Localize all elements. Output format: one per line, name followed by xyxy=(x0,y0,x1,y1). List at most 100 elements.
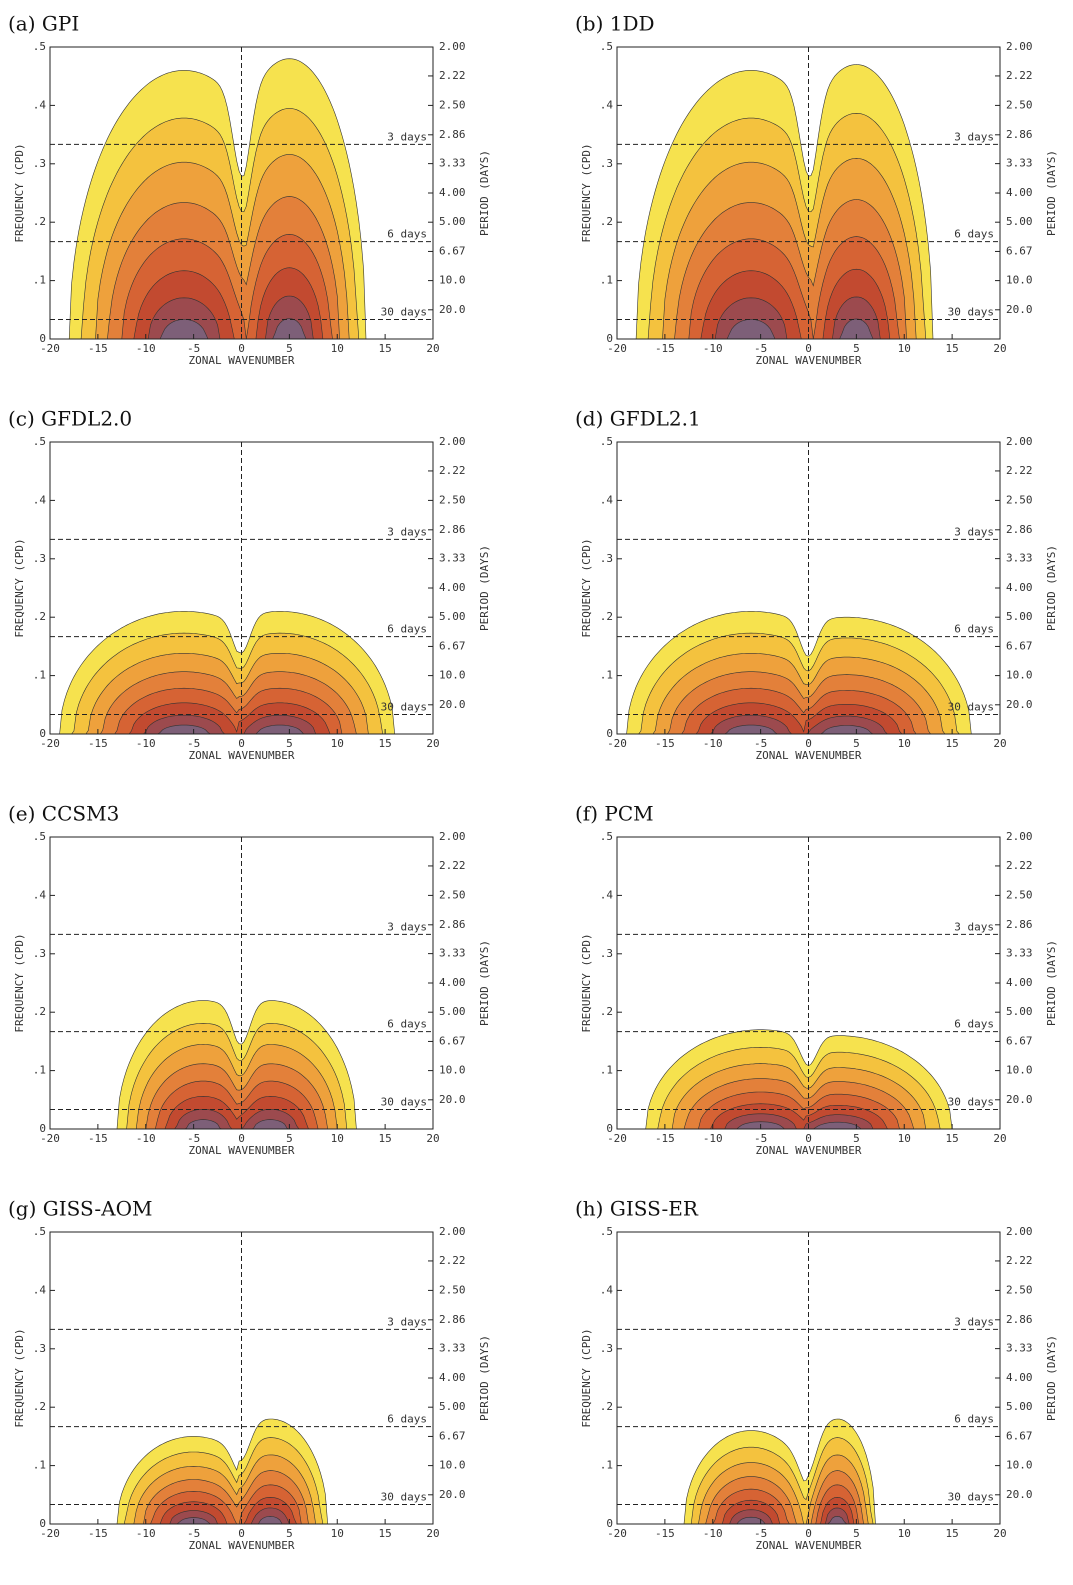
y2-tick-label: 6.67 xyxy=(439,639,466,652)
y2-tick-label: 2.00 xyxy=(439,40,466,53)
reference-label: 3 days xyxy=(387,525,427,538)
filled-contour xyxy=(617,268,1000,339)
y2-tick-label: 10.0 xyxy=(439,1459,466,1472)
y2-tick-label: 4.00 xyxy=(439,1371,466,1384)
x-tick-label: -10 xyxy=(703,342,723,355)
x-tick-label: 10 xyxy=(331,1527,344,1540)
y2-tick-label: 20.0 xyxy=(1006,1093,1033,1106)
y-axis-label: FREQUENCY (CPD) xyxy=(13,538,26,637)
y2-tick-label: 10.0 xyxy=(1006,274,1033,287)
y-tick-label: .4 xyxy=(600,888,614,901)
y-tick-label: .1 xyxy=(600,669,613,682)
y2-tick-label: 20.0 xyxy=(1006,303,1033,316)
y2-tick-label: 3.33 xyxy=(439,157,466,170)
y2-tick-label: 2.86 xyxy=(439,128,466,141)
x-tick-label: -5 xyxy=(187,1132,200,1145)
reference-label: 30 days xyxy=(948,701,994,714)
y-tick-label: .5 xyxy=(33,1225,46,1238)
y2-tick-label: 2.22 xyxy=(439,69,466,82)
y-tick-label: .3 xyxy=(33,947,46,960)
y2-tick-label: 3.33 xyxy=(1006,947,1033,960)
y-tick-label: .1 xyxy=(33,1064,46,1077)
y-tick-label: .4 xyxy=(33,1283,47,1296)
reference-label: 3 days xyxy=(954,1315,994,1328)
y2-tick-label: 2.86 xyxy=(439,918,466,931)
panel-title: (a) GPI xyxy=(8,12,79,36)
y2-tick-label: 4.00 xyxy=(439,976,466,989)
y2-tick-label: 20.0 xyxy=(439,1093,466,1106)
y2-tick-label: 2.50 xyxy=(439,493,466,506)
y-tick-label: .5 xyxy=(600,435,613,448)
y2-tick-label: 6.67 xyxy=(1006,1034,1033,1047)
reference-label: 30 days xyxy=(381,1096,427,1109)
panel: (d) GFDL2.1 -20 -15 -10 -5 0 5 10 15 20 ZONAL WAVE… xyxy=(575,407,1058,763)
y-tick-label: .3 xyxy=(600,947,613,960)
y2-tick-label: 4.00 xyxy=(1006,581,1033,594)
x-axis-label: ZONAL WAVENUMBER xyxy=(756,1539,862,1552)
y-tick-label: .1 xyxy=(33,1459,46,1472)
y-tick-label: .4 xyxy=(33,888,47,901)
x-tick-label: 5 xyxy=(853,1527,860,1540)
y2-tick-label: 10.0 xyxy=(439,274,466,287)
y-tick-label: 0 xyxy=(606,1517,613,1530)
x-tick-label: -20 xyxy=(607,342,627,355)
y-tick-label: 0 xyxy=(39,727,46,740)
x-tick-label: -15 xyxy=(655,1132,675,1145)
x-tick-label: 10 xyxy=(898,737,911,750)
y2-tick-label: 5.00 xyxy=(439,1005,466,1018)
x-tick-label: -15 xyxy=(655,342,675,355)
y-tick-label: 0 xyxy=(606,332,613,345)
y2-tick-label: 20.0 xyxy=(1006,1488,1033,1501)
y-tick-label: .2 xyxy=(600,1400,613,1413)
reference-label: 30 days xyxy=(381,1491,427,1504)
x-tick-label: 10 xyxy=(331,737,344,750)
y2-tick-label: 2.50 xyxy=(1006,888,1033,901)
y-tick-label: .2 xyxy=(600,1005,613,1018)
y2-tick-label: 10.0 xyxy=(1006,669,1033,682)
y-tick-label: .1 xyxy=(33,669,46,682)
x-tick-label: 20 xyxy=(426,1132,439,1145)
y2-tick-label: 2.00 xyxy=(439,830,466,843)
y-tick-label: 0 xyxy=(39,332,46,345)
reference-label: 6 days xyxy=(954,623,994,636)
y2-tick-label: 2.22 xyxy=(1006,1254,1033,1267)
x-tick-label: -20 xyxy=(40,737,60,750)
x-tick-label: 5 xyxy=(286,1527,293,1540)
x-tick-label: 0 xyxy=(805,737,812,750)
y2-tick-label: 2.22 xyxy=(439,1254,466,1267)
y2-tick-label: 3.33 xyxy=(1006,157,1033,170)
x-tick-label: 0 xyxy=(238,1527,245,1540)
x-tick-label: 0 xyxy=(238,342,245,355)
y2-tick-label: 6.67 xyxy=(439,1429,466,1442)
x-tick-label: 0 xyxy=(805,1132,812,1145)
x-tick-label: -5 xyxy=(187,342,200,355)
y-tick-label: 0 xyxy=(39,1122,46,1135)
x-tick-label: 0 xyxy=(238,737,245,750)
filled-contour xyxy=(617,1103,1000,1129)
y2-axis-label: PERIOD (DAYS) xyxy=(1045,940,1058,1026)
y-tick-label: .4 xyxy=(33,98,47,111)
x-tick-label: 15 xyxy=(379,1527,392,1540)
reference-label: 3 days xyxy=(954,920,994,933)
y-tick-label: 0 xyxy=(606,727,613,740)
x-tick-label: -10 xyxy=(136,342,156,355)
y2-tick-label: 3.33 xyxy=(439,947,466,960)
y2-tick-label: 2.22 xyxy=(439,464,466,477)
reference-label: 6 days xyxy=(954,1018,994,1031)
reference-label: 3 days xyxy=(387,920,427,933)
y-tick-label: .3 xyxy=(33,1342,46,1355)
y-tick-label: .5 xyxy=(33,40,46,53)
y-tick-label: 0 xyxy=(39,1517,46,1530)
panel-title: (c) GFDL2.0 xyxy=(8,407,132,431)
filled-contour xyxy=(617,714,1000,734)
y-axis-label: FREQUENCY (CPD) xyxy=(580,143,593,242)
panel: (c) GFDL2.0 -20 -15 -10 -5 0 5 10 15 20 ZONAL WAVE… xyxy=(8,407,491,763)
x-tick-label: -5 xyxy=(754,737,767,750)
x-tick-label: -10 xyxy=(703,737,723,750)
y2-tick-label: 4.00 xyxy=(1006,976,1033,989)
x-tick-label: -10 xyxy=(703,1132,723,1145)
y2-tick-label: 5.00 xyxy=(1006,1400,1033,1413)
y2-tick-label: 2.86 xyxy=(1006,1313,1033,1326)
y-tick-label: .5 xyxy=(600,1225,613,1238)
x-axis-label: ZONAL WAVENUMBER xyxy=(189,749,295,762)
